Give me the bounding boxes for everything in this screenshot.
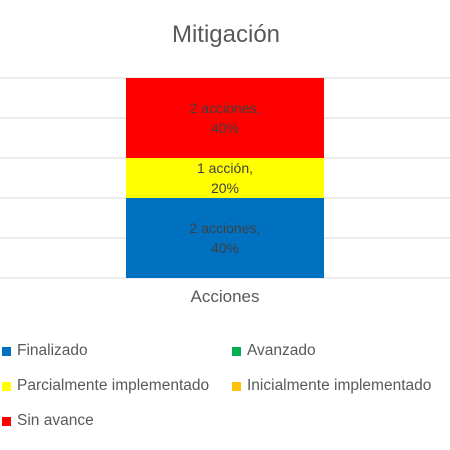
legend-swatch-icon [2,381,11,391]
legend-item-avanzado: Avanzado [232,340,316,362]
chart-title: Mitigación [172,21,280,48]
data-labels: 2 acciones, 40% 1 acción, 20% 2 acciones, 40% [190,100,261,256]
legend-label: Finalizado [17,342,88,359]
data-label: 1 acción, 20% [197,160,253,196]
legend-swatch-icon [2,346,11,356]
bar-segment-parcialmente-implementado [126,158,324,198]
legend-label: Avanzado [247,342,316,359]
data-label: 2 acciones, 40% [190,100,261,136]
data-label: 2 acciones, 40% [190,220,261,256]
bar-segment-finalizado [126,198,324,278]
legend-item-finalizado: Finalizado [2,340,88,362]
legend-item-parcialmente-implementado: Parcialmente implementado [2,375,209,397]
legend-label: Parcialmente implementado [17,377,210,394]
legend-swatch-icon [232,381,241,391]
legend-label: Inicialmente implementado [247,377,432,394]
bar-segment-sin-avance [126,78,324,158]
chart-legend: Finalizado Avanzado Parcialmente implement… [0,338,450,448]
legend-swatch-icon [232,346,241,356]
legend-item-inicialmente-implementado: Inicialmente implementado [232,375,431,397]
bar-stack [126,78,324,278]
category-axis-label: Acciones [191,287,260,306]
legend-swatch-icon [2,416,11,426]
legend-item-sin-avance: Sin avance [2,410,94,432]
legend-label: Sin avance [17,412,94,429]
